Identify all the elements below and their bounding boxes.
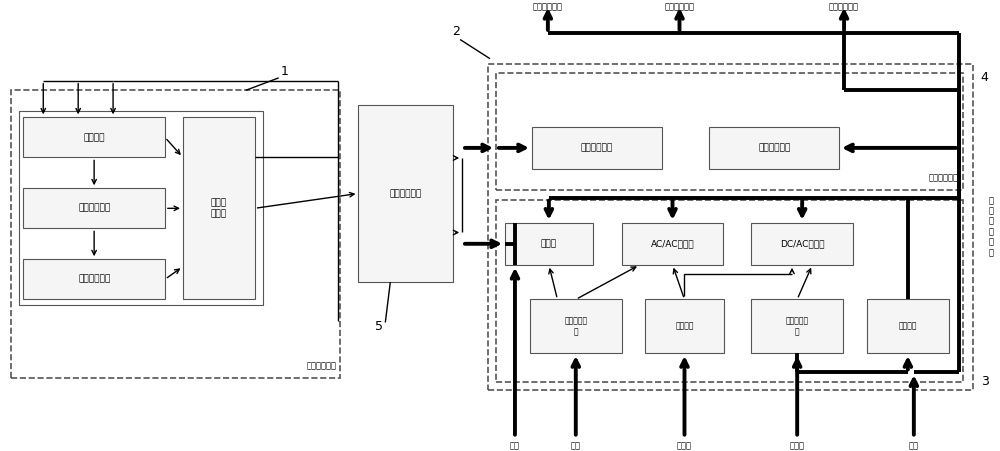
Text: 加热装置: 加热装置 [899, 322, 917, 331]
FancyBboxPatch shape [505, 223, 593, 265]
Text: 天然气: 天然气 [790, 442, 805, 451]
FancyBboxPatch shape [709, 127, 839, 169]
Text: 5: 5 [375, 320, 383, 333]
FancyBboxPatch shape [11, 90, 340, 378]
Text: DC/AC转换器: DC/AC转换器 [780, 239, 824, 249]
Text: 石油: 石油 [909, 442, 919, 451]
Text: AC/AC转换器: AC/AC转换器 [651, 239, 694, 249]
Text: 输入接口模块: 输入接口模块 [78, 275, 110, 284]
Text: 电能: 电能 [510, 442, 520, 451]
FancyBboxPatch shape [622, 223, 723, 265]
Text: 电能用户负载: 电能用户负载 [533, 3, 563, 12]
Text: 2: 2 [452, 25, 460, 38]
FancyBboxPatch shape [23, 259, 165, 299]
FancyBboxPatch shape [530, 299, 622, 353]
Text: 变压器: 变压器 [541, 239, 557, 249]
Text: 能量存储单元: 能量存储单元 [929, 174, 959, 182]
Text: 风力发电机
组: 风力发电机 组 [564, 317, 587, 336]
Text: 热电联产设
备: 热电联产设 备 [786, 317, 809, 336]
Text: 光伏阵列: 光伏阵列 [675, 322, 694, 331]
Text: 电能存储装置: 电能存储装置 [581, 143, 613, 152]
FancyBboxPatch shape [183, 117, 255, 299]
FancyBboxPatch shape [751, 223, 853, 265]
Text: 通讯接口单元: 通讯接口单元 [390, 189, 422, 198]
Text: 调度优化模块: 调度优化模块 [78, 204, 110, 213]
Text: 4: 4 [981, 71, 989, 84]
Text: 1: 1 [281, 65, 288, 78]
FancyBboxPatch shape [867, 299, 949, 353]
Text: 能
量
转
换
单
元: 能 量 转 换 单 元 [988, 196, 993, 257]
Text: 数据存
储模块: 数据存 储模块 [211, 198, 227, 218]
FancyBboxPatch shape [532, 127, 662, 169]
FancyBboxPatch shape [496, 73, 963, 190]
Text: 3: 3 [981, 375, 989, 388]
FancyBboxPatch shape [23, 117, 165, 157]
Text: 能量控制单元: 能量控制单元 [306, 361, 336, 370]
FancyBboxPatch shape [751, 299, 843, 353]
Text: 热能用户负载: 热能用户负载 [664, 3, 694, 12]
Text: 预测模块: 预测模块 [83, 133, 105, 142]
FancyBboxPatch shape [496, 200, 963, 382]
Text: 石油用户负载: 石油用户负载 [829, 3, 859, 12]
Text: 风能: 风能 [571, 442, 581, 451]
FancyBboxPatch shape [645, 299, 724, 353]
FancyBboxPatch shape [488, 64, 973, 390]
FancyBboxPatch shape [23, 188, 165, 229]
Text: 热能存储装置: 热能存储装置 [758, 143, 790, 152]
Text: 太阳能: 太阳能 [677, 442, 692, 451]
FancyBboxPatch shape [358, 105, 453, 282]
